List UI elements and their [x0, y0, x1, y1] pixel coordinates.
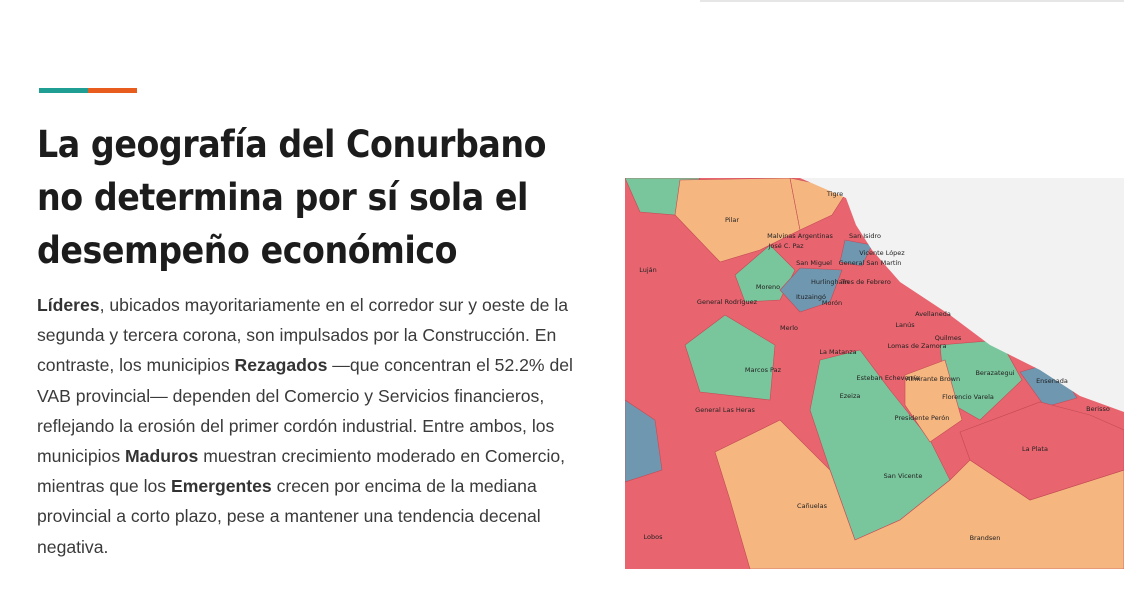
map-label: Esteban Echeverría [856, 374, 919, 382]
heading: La geografía del Conurbano no determina p… [37, 118, 547, 277]
map-label: Marcos Paz [745, 366, 782, 374]
map-label: José C. Paz [767, 242, 804, 250]
map-label: San Vicente [884, 472, 923, 480]
map-label: Lomas de Zamora [888, 342, 947, 350]
map-label: Avellaneda [915, 310, 951, 318]
map-label: Florencio Varela [942, 393, 994, 401]
map-label: General San Martín [839, 259, 902, 267]
map-label: General Rodríguez [697, 298, 758, 306]
map-label: Moreno [756, 283, 780, 291]
region [904, 359, 963, 443]
map-label: San Isidro [849, 232, 881, 240]
map-label: Hurlingham [811, 278, 849, 286]
region [779, 267, 843, 313]
map-label: General Las Heras [695, 406, 755, 414]
map-label: Merlo [780, 324, 798, 332]
map-label: Quilmes [935, 334, 962, 342]
river [800, 178, 1124, 412]
bold-term: Emergentes [170, 476, 272, 497]
accent-bar [39, 88, 88, 93]
text-run: —que concentran el 52.2% del VAB provinc… [37, 355, 573, 467]
region [959, 401, 1124, 501]
map-label: Lanús [895, 321, 915, 329]
map-label: Pilar [725, 216, 739, 224]
map-label: San Miguel [796, 259, 832, 267]
map-label: Berisso [1086, 405, 1110, 413]
bold-term: Líderes [37, 295, 100, 315]
text-run: muestran crecimiento moderado en Comerci… [37, 446, 566, 497]
heading-line: desempeño económico [37, 229, 458, 272]
map-label: Cañuelas [797, 502, 828, 510]
map-label: Morón [822, 299, 842, 307]
map-label: Malvinas Argentinas [767, 232, 833, 240]
body-text: Líderes, ubicados mayoritariamente en el… [37, 290, 597, 562]
region [625, 399, 663, 483]
bold-term: Maduros [125, 446, 199, 467]
map-label: Vicente López [859, 249, 905, 257]
map-label: Almirante Brown [906, 375, 960, 383]
map-label: Ituzaingó [796, 293, 826, 301]
map-label: Lobos [644, 533, 664, 541]
map: Tigre Pilar Malvinas Argentinas San Isidro J… [625, 178, 1124, 569]
map-label: Tigre [826, 190, 843, 198]
bold-term: Rezagados [234, 355, 328, 376]
region [684, 314, 776, 401]
accent-bar [88, 88, 137, 93]
text-run: , ubicados mayoritariamente en el corred… [37, 295, 569, 376]
heading-line: La geografía del Conurbano [37, 123, 547, 166]
map-label: Ezeiza [840, 392, 861, 400]
map-label: La Plata [1022, 445, 1048, 453]
map-label: Luján [639, 266, 657, 274]
text-run: crecen por encima de la mediana provinci… [37, 476, 541, 557]
region [839, 239, 873, 267]
map-label: Berazategui [975, 369, 1014, 377]
map-label: Tres de Febrero [840, 278, 891, 286]
map-label: Brandsen [970, 534, 1001, 542]
map-label: Presidente Perón [895, 414, 950, 422]
heading-line: no determina por sí sola el [37, 176, 528, 219]
map-label: Ensenada [1036, 377, 1068, 385]
map-label: La Matanza [819, 348, 856, 356]
top-rule [700, 0, 1124, 2]
region [674, 178, 801, 263]
